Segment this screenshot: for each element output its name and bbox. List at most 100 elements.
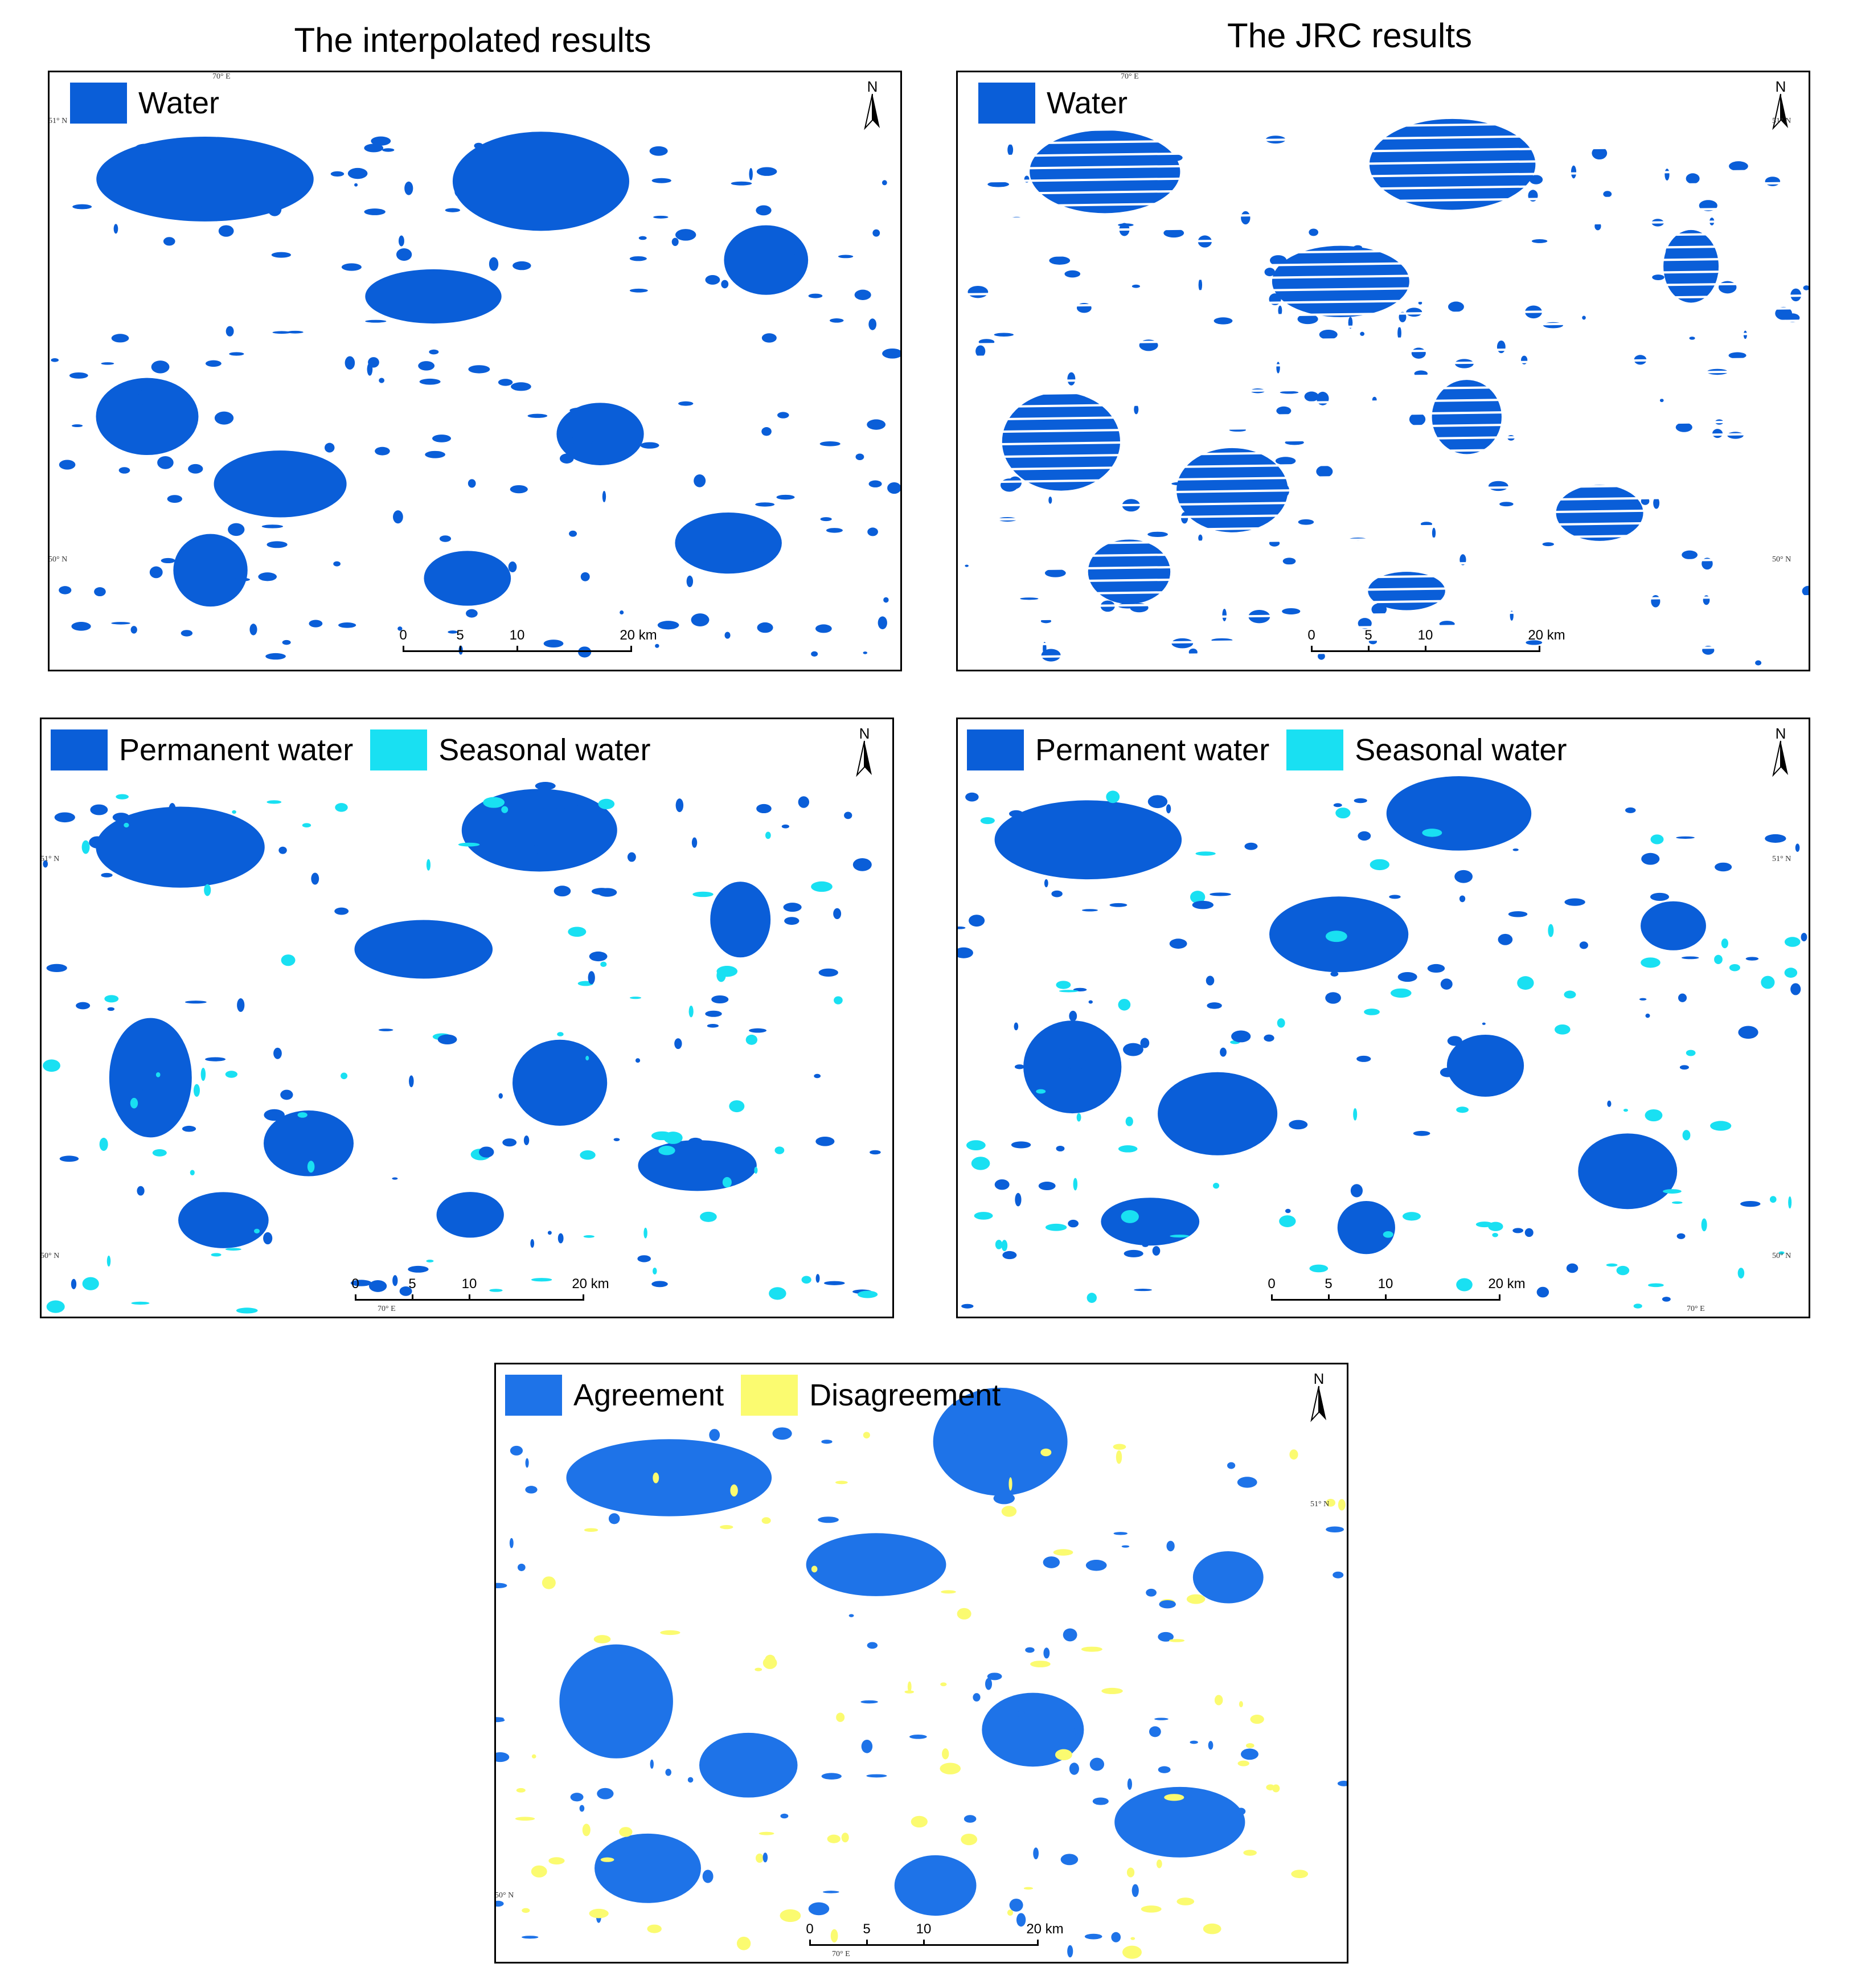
pond (498, 1093, 503, 1099)
pond (1147, 795, 1168, 809)
scale-tick (1311, 646, 1313, 652)
pond (1338, 1499, 1346, 1511)
pond (1309, 1264, 1329, 1273)
pond (426, 859, 431, 871)
scale-tick (412, 1294, 413, 1301)
scan-gap-line (958, 219, 1809, 233)
scan-gap-line (958, 495, 1809, 509)
pond (1126, 1867, 1135, 1878)
pond (1190, 891, 1206, 904)
pond (59, 1155, 79, 1162)
pond (1125, 1116, 1133, 1126)
pond (1101, 1687, 1123, 1694)
pond (1325, 992, 1341, 1004)
pond (1285, 1208, 1291, 1214)
pond (157, 456, 174, 469)
scale-tick (923, 1940, 925, 1946)
pond (765, 831, 771, 839)
pond (225, 1248, 241, 1251)
pond (1227, 1462, 1236, 1469)
scan-gap-line (958, 345, 1809, 358)
pond (975, 345, 986, 357)
pond (508, 561, 517, 572)
pond (496, 1718, 505, 1723)
pond (1298, 519, 1314, 525)
pond (1264, 268, 1275, 277)
pond (1454, 870, 1473, 883)
pond (651, 1131, 673, 1141)
pond (137, 1186, 145, 1196)
scale-bar: 0 5 10 20 km (399, 628, 657, 670)
pond (780, 1909, 801, 1923)
pond (687, 1777, 694, 1783)
pond (167, 495, 182, 503)
pond (1064, 270, 1081, 278)
pond (600, 1857, 614, 1862)
pond (501, 806, 509, 813)
pond (674, 1038, 682, 1050)
scan-gap-line (958, 470, 1809, 483)
lake (96, 378, 199, 456)
pond (468, 365, 490, 374)
pond (620, 610, 624, 615)
pond (1360, 954, 1378, 968)
pond (755, 1667, 762, 1671)
pond (904, 1690, 915, 1694)
pond (46, 1300, 65, 1313)
pond (761, 333, 777, 343)
pond (232, 577, 250, 581)
pond (354, 183, 358, 187)
pond (261, 524, 284, 528)
scale-tick (1328, 1294, 1330, 1301)
disagreement-swatch (741, 1375, 798, 1416)
lon-label-bottom: 70° E (378, 1305, 396, 1313)
pond (1729, 964, 1740, 972)
pond (1778, 1251, 1785, 1255)
pond (365, 319, 387, 323)
pond (1186, 1594, 1206, 1604)
pond (815, 1274, 820, 1283)
pond (1266, 1784, 1275, 1790)
pond (1337, 1781, 1347, 1786)
scan-gap-line (958, 157, 1809, 170)
permanent-swatch (51, 729, 108, 770)
pond (848, 1614, 854, 1617)
pond (1282, 558, 1296, 565)
pond (1765, 177, 1781, 186)
legend-agreement: Agreement (505, 1375, 724, 1416)
pond (341, 263, 362, 271)
pond (580, 572, 590, 581)
pond (1116, 1450, 1122, 1464)
pond (588, 971, 595, 985)
pond (404, 181, 413, 195)
pond (1647, 1283, 1664, 1288)
pond (907, 1681, 912, 1692)
pond (190, 1170, 195, 1176)
map-agreement: Agreement Disagreement N 0 5 10 20 km 51° N… (494, 1363, 1348, 1964)
pond (272, 331, 291, 334)
pond (600, 961, 607, 967)
scale-label: 20 km (1528, 628, 1565, 643)
pond (1582, 315, 1586, 320)
scan-gap-line (958, 407, 1809, 421)
pond (730, 1484, 738, 1497)
scan-gap-line (958, 94, 1809, 108)
pond (1084, 1933, 1102, 1940)
pond (286, 330, 304, 334)
lake (365, 269, 502, 324)
scan-gap-line (958, 558, 1809, 571)
pond (231, 826, 236, 832)
pond (756, 205, 772, 216)
pond (158, 874, 168, 880)
pond (714, 1166, 719, 1180)
pond (777, 412, 789, 419)
pond (135, 401, 143, 407)
pond (1456, 1278, 1473, 1292)
pond (1068, 472, 1087, 481)
pond (969, 915, 985, 927)
pond (819, 441, 841, 446)
pond (309, 620, 323, 628)
pond (515, 844, 535, 849)
pond (579, 1805, 585, 1812)
pond (395, 957, 407, 970)
